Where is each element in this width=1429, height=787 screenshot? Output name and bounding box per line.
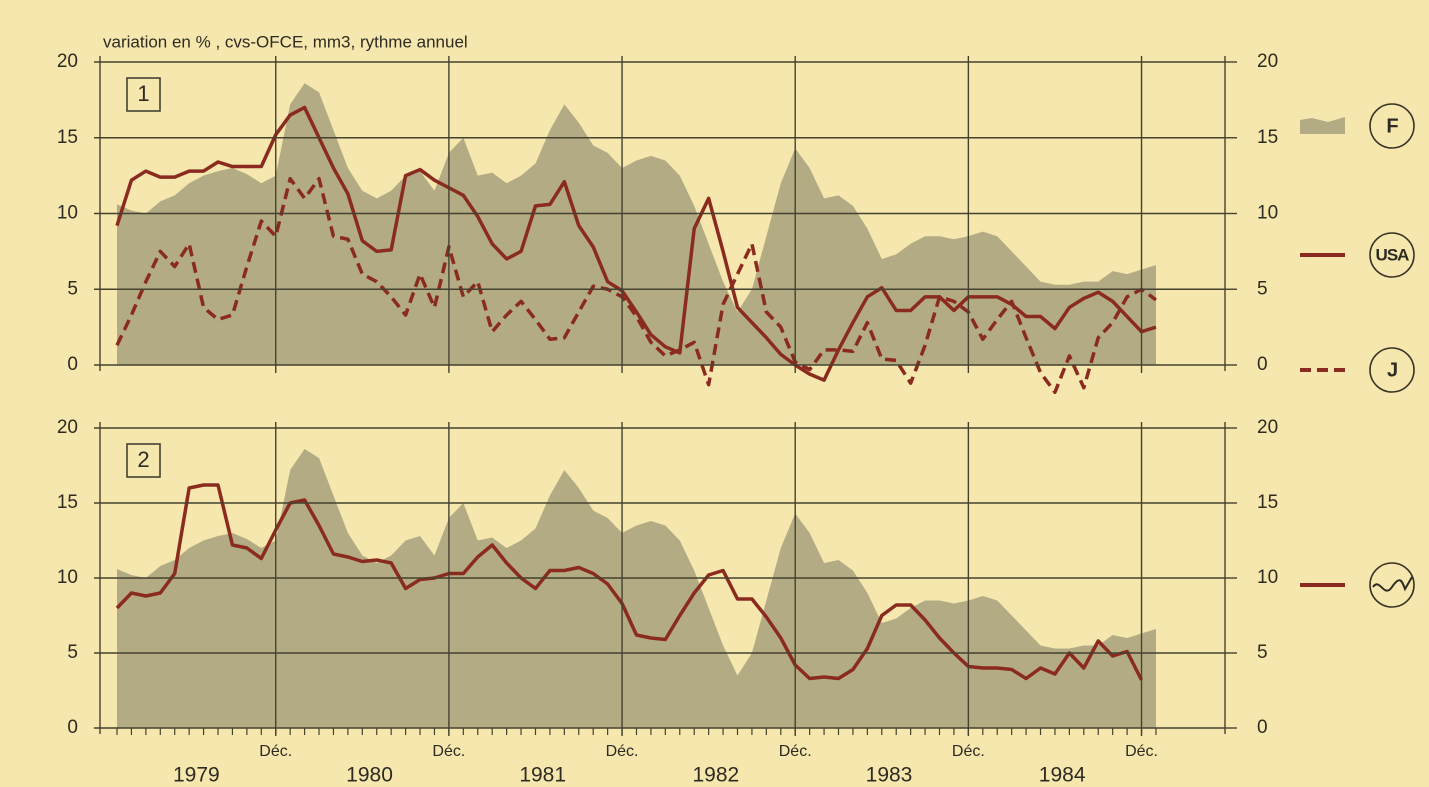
x-tick-label: Déc. bbox=[1125, 743, 1158, 760]
legend: F USA J bbox=[1300, 103, 1415, 608]
y2-tick-label: 10 bbox=[1257, 567, 1278, 588]
legend-circle bbox=[1369, 347, 1415, 393]
y-tick-label: 10 bbox=[57, 567, 78, 588]
y2-tick-label: 20 bbox=[1257, 51, 1278, 72]
legend-label: F bbox=[1386, 115, 1398, 137]
x-group-label: 1980 bbox=[346, 764, 393, 787]
y-tick-label: 15 bbox=[57, 127, 78, 148]
legend-label: USA bbox=[1376, 245, 1410, 264]
y2-tick-label: 20 bbox=[1257, 417, 1278, 438]
legend-circle bbox=[1369, 232, 1415, 278]
legend-circle bbox=[1369, 562, 1415, 608]
y2-tick-label: 15 bbox=[1257, 492, 1278, 513]
y-tick-label: 5 bbox=[67, 278, 78, 299]
x-group-label: 1982 bbox=[692, 764, 739, 787]
line bbox=[115, 483, 1144, 681]
legend-circle bbox=[1369, 103, 1415, 149]
legend-wave bbox=[1372, 576, 1413, 592]
x-group-label: 1983 bbox=[866, 764, 913, 787]
y-tick-label: 5 bbox=[67, 642, 78, 663]
y-tick-label: 15 bbox=[57, 492, 78, 513]
y-tick-label: 0 bbox=[67, 717, 78, 738]
y-tick-label: 20 bbox=[57, 51, 78, 72]
y2-tick-label: 0 bbox=[1257, 354, 1268, 375]
panel-label: 2 bbox=[137, 447, 149, 472]
panel-box bbox=[126, 443, 161, 478]
legend-label: J bbox=[1387, 359, 1397, 381]
y2-tick-label: 5 bbox=[1257, 278, 1268, 299]
y2-tick-label: 15 bbox=[1257, 127, 1278, 148]
dashed-line bbox=[115, 176, 1157, 395]
y-tick-label: 10 bbox=[57, 203, 78, 224]
line bbox=[115, 105, 1157, 382]
x-group-label: 1984 bbox=[1039, 764, 1086, 787]
x-tick-label: Déc. bbox=[259, 743, 292, 760]
area bbox=[117, 83, 1156, 366]
x-group-label: 1979 bbox=[173, 764, 220, 787]
y2-tick-label: 10 bbox=[1257, 203, 1278, 224]
x-tick-label: Déc. bbox=[606, 743, 639, 760]
legend-swatch bbox=[1300, 117, 1345, 134]
x-tick-label: Déc. bbox=[432, 743, 465, 760]
chart-title: variation en % , cvs-OFCE, mm3, rythme a… bbox=[103, 32, 468, 51]
panel-label: 1 bbox=[137, 81, 149, 106]
y-tick-label: 0 bbox=[67, 354, 78, 375]
x-group-label: 1981 bbox=[519, 764, 566, 787]
x-tick-label: Déc. bbox=[779, 743, 812, 760]
x-tick-label: Déc. bbox=[952, 743, 985, 760]
area bbox=[117, 449, 1156, 728]
y2-tick-label: 5 bbox=[1257, 642, 1268, 663]
y2-tick-label: 0 bbox=[1257, 717, 1268, 738]
y-tick-label: 20 bbox=[57, 417, 78, 438]
panel-box bbox=[126, 77, 161, 112]
